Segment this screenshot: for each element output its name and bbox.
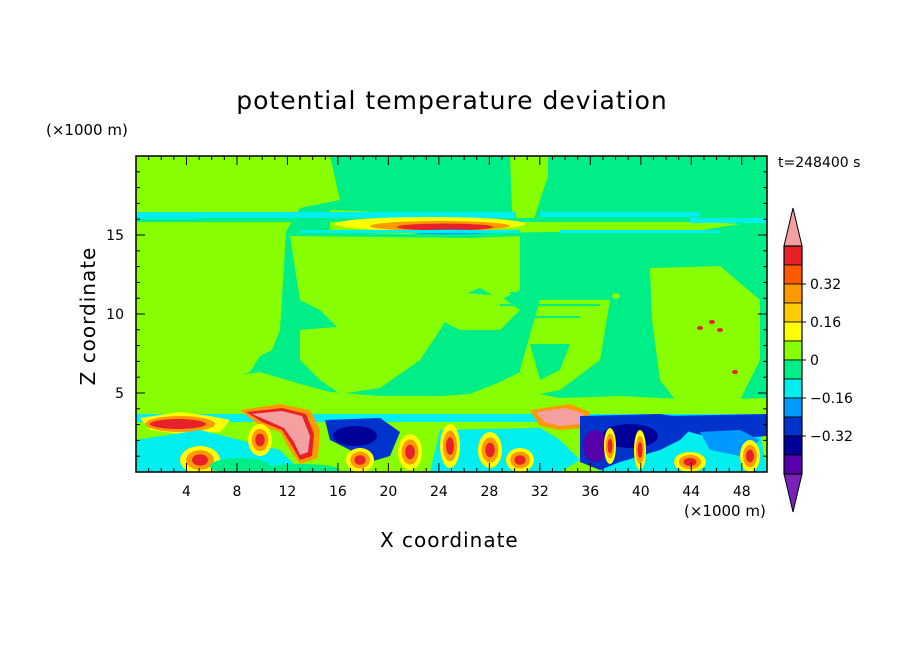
- potential-temperature-field: [136, 156, 767, 472]
- field-patch: [540, 212, 700, 217]
- field-patch: [650, 266, 760, 406]
- x-tick-label: 16: [329, 484, 347, 500]
- field-patch: [397, 223, 493, 231]
- field-patch: [300, 320, 440, 394]
- colorbar-band: [783, 340, 803, 361]
- field-patch: [333, 426, 377, 446]
- field-patch: [192, 454, 208, 466]
- field-patch: [637, 442, 643, 458]
- field-patch: [136, 414, 767, 422]
- field-patch: [252, 411, 310, 455]
- x-tick-label: 44: [682, 484, 700, 500]
- field-patch: [520, 316, 580, 318]
- colorbar-label: 0.32: [810, 277, 841, 293]
- field-patch: [510, 292, 590, 294]
- field-patch: [560, 230, 720, 233]
- field-patch: [255, 433, 265, 447]
- field-patch: [536, 408, 584, 426]
- x-tick-label: 36: [581, 484, 599, 500]
- time-label: t=248400 s: [778, 155, 861, 171]
- field-patch: [290, 236, 520, 336]
- x-tick-label: 32: [531, 484, 549, 500]
- colorbar-band: [783, 435, 803, 456]
- x-tick-label: 8: [232, 484, 241, 500]
- colorbar-label: −0.16: [810, 391, 853, 407]
- field-patch: [466, 315, 474, 321]
- x-tick-label: 48: [733, 484, 751, 500]
- x-tick-label: 24: [430, 484, 448, 500]
- y-axis-label: Z coordinate: [76, 246, 100, 386]
- colorbar-band: [783, 397, 803, 418]
- colorbar-band: [783, 416, 803, 437]
- field-patch: [683, 458, 697, 466]
- x-tick-label: 12: [279, 484, 297, 500]
- colorbar-label: −0.32: [810, 429, 853, 445]
- field-patch: [210, 458, 270, 472]
- field-patch: [510, 156, 548, 232]
- field-patch: [150, 419, 206, 429]
- colorbar-band: [783, 359, 803, 380]
- field-patch: [300, 230, 520, 233]
- field-patch: [583, 430, 607, 462]
- z-axis-unit: (×1000 m): [46, 121, 128, 139]
- field-patch: [485, 442, 495, 458]
- field-patch: [709, 320, 715, 324]
- field-patch: [446, 437, 454, 455]
- field-patch: [136, 212, 516, 218]
- y-tick-label: 10: [106, 307, 124, 323]
- field-patch: [717, 328, 723, 332]
- field-patch: [612, 293, 620, 299]
- field-patch: [500, 304, 600, 306]
- colorbar-band: [783, 454, 803, 475]
- x-tick-label: 20: [379, 484, 397, 500]
- colorbar-band: [783, 264, 803, 285]
- colorbar-band: [783, 245, 803, 266]
- colorbar-extend-bottom: [783, 473, 803, 513]
- colorbar-extend-top: [783, 207, 803, 247]
- field-patch: [405, 444, 415, 460]
- colorbar-band: [783, 283, 803, 304]
- field-patch: [690, 218, 767, 223]
- field-patch: [607, 438, 613, 454]
- chart-title: potential temperature deviation: [236, 86, 668, 115]
- x-tick-label: 40: [632, 484, 650, 500]
- colorbar-label: 0: [810, 353, 819, 369]
- field-patch: [746, 449, 754, 463]
- field-patch: [530, 344, 570, 380]
- field-patch: [208, 319, 216, 325]
- x-tick-label: 4: [182, 484, 191, 500]
- field-patch: [430, 428, 580, 472]
- field-patch: [732, 370, 738, 374]
- field-patch: [136, 372, 767, 414]
- field-patch: [430, 290, 520, 330]
- x-axis-label: X coordinate: [380, 528, 519, 552]
- colorbar: 0.32 0.16 0 −0.16 −0.32: [783, 207, 853, 513]
- x-axis-unit: (×1000 m): [684, 502, 766, 520]
- colorbar-band: [783, 321, 803, 342]
- field-patch: [354, 455, 366, 465]
- field-patch: [697, 326, 703, 330]
- colorbar-band: [783, 302, 803, 323]
- colorbar-label: 0.16: [810, 315, 841, 331]
- colorbar-band: [783, 378, 803, 399]
- field-patch: [236, 297, 244, 303]
- field-patch: [514, 455, 526, 465]
- y-tick-label: 15: [106, 228, 124, 244]
- x-tick-label: 28: [480, 484, 498, 500]
- field-patch: [140, 216, 200, 219]
- y-tick-label: 5: [115, 386, 124, 402]
